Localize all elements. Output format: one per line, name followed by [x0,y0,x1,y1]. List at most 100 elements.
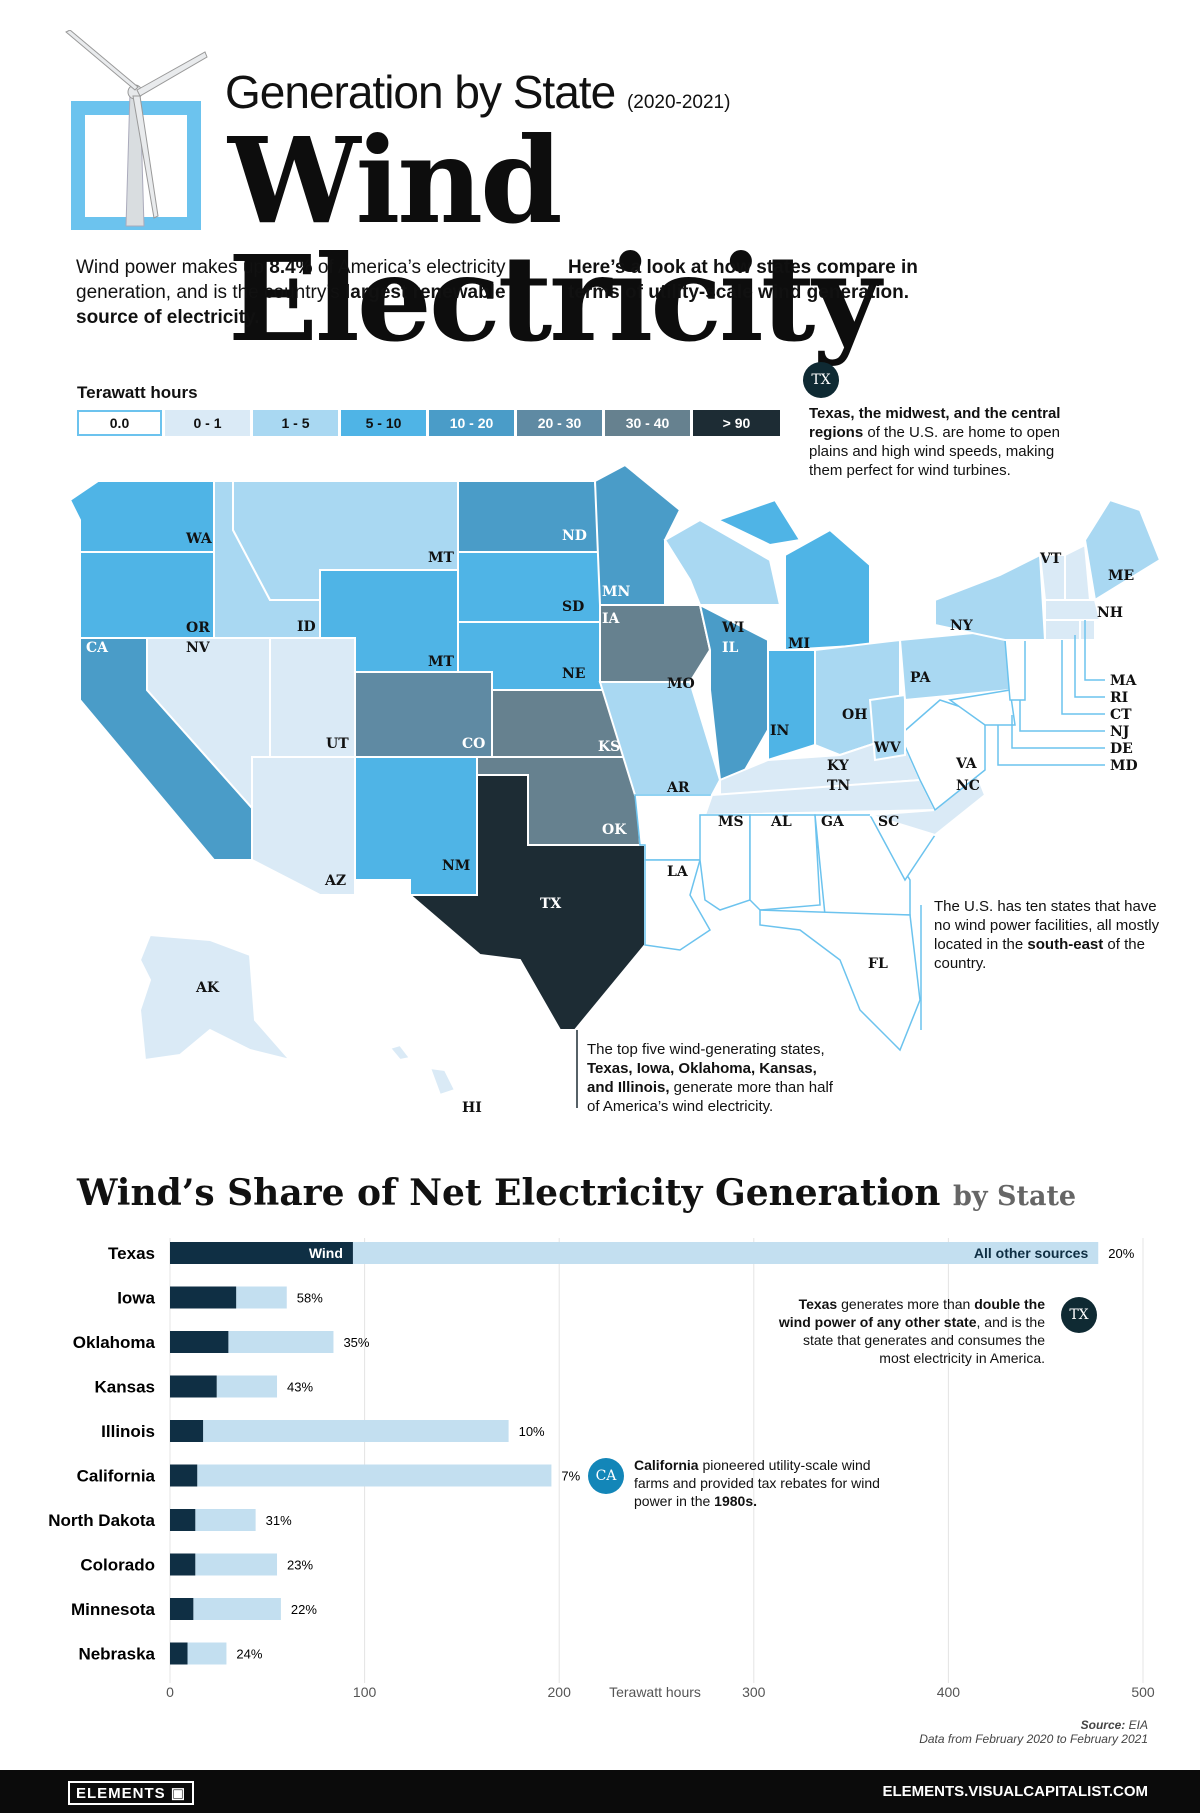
other-series-label: All other sources [974,1245,1089,1261]
label-ne: NE [562,666,585,682]
label-nd: ND [562,528,587,544]
label-or: OR [186,620,210,636]
state-tx [407,774,646,1031]
label-de: DE [1110,741,1133,757]
bar-other [216,1375,278,1398]
footer-url[interactable]: ELEMENTS.VISUALCAPITALIST.COM [882,1783,1148,1800]
label-sc: SC [878,814,899,830]
ca-note: California pioneered utility-scale wind … [634,1457,880,1509]
label-sd: SD [562,599,584,615]
state-al [749,814,821,911]
bar-chart: 0 100 200 300 400 500 Terawatt hours Texas 20% Wi… [48,1238,1155,1700]
bar-chart-title: Wind’s Share of Net Electricity Generati… [77,1172,1077,1214]
bar-wind [170,1509,196,1531]
bar-wind [170,1642,188,1665]
label-wv: WV [873,740,902,756]
intro-left: Wind power makes up 8.4% of America’s el… [76,257,506,328]
data-label: 58% [297,1291,323,1306]
page-title: Wind Electricity [228,111,881,368]
state-ri [1079,619,1096,641]
intro-right: Here’s a look at how states compare in t… [568,257,918,303]
label-ri: RI [1110,690,1128,706]
legend-item: 10 - 20 [429,410,514,436]
data-label: 7% [561,1469,580,1484]
data-label: 24% [236,1647,262,1662]
label-wi: WI [721,620,744,636]
legend-title: Terawatt hours [77,383,198,402]
category-label: Iowa [117,1289,155,1308]
data-label: 43% [287,1380,313,1395]
state-nm [354,756,478,896]
bar-other [187,1642,227,1665]
state-ia [599,604,712,683]
state-az [251,756,356,896]
bar-wind [170,1464,198,1487]
label-ia: IA [602,611,621,627]
us-map: WA OR CA NV ID MT MT UT AZ CO NM ND SD N… [68,463,1162,1116]
data-label: 10% [519,1424,545,1439]
label-hi: HI [462,1100,482,1116]
bar-other [236,1286,287,1309]
label-az: AZ [324,873,346,889]
source: Source: EIA Data from February 2020 to F… [919,1718,1148,1746]
label-vt: VT [1039,551,1062,567]
label-pa: PA [910,670,932,686]
label-nm: NM [442,858,470,874]
x-axis-label: Terawatt hours [609,1684,701,1700]
data-label: 22% [291,1602,317,1617]
x-tick-label: 500 [1131,1684,1155,1700]
category-label: North Dakota [48,1511,155,1530]
wind-series-label: Wind [309,1245,343,1261]
ca-badge: CA [588,1458,624,1494]
state-hi [388,1043,412,1062]
label-nv: NV [186,640,211,656]
label-ma: MA [1110,673,1137,689]
label-ak: AK [195,980,220,996]
label-nj: NJ [1110,724,1130,740]
legend-item: 5 - 10 [341,410,426,436]
category-label: Oklahoma [73,1333,156,1352]
label-id: ID [297,619,316,635]
label-ar: AR [666,780,690,796]
category-label: Illinois [101,1422,155,1441]
tx-bar-note: Texas generates more than double the win… [778,1296,1045,1366]
bar-wind [170,1553,196,1576]
bar-other [197,1464,552,1487]
bar-other [352,1242,1099,1264]
label-ms: MS [718,814,744,830]
x-tick-label: 300 [742,1684,766,1700]
state-nc [869,768,987,837]
state-mi-up [715,498,802,547]
state-wi [663,518,782,606]
data-label: 35% [343,1335,369,1350]
label-ks: KS [598,739,620,755]
bar-wind [170,1242,353,1264]
legend-item: 30 - 40 [605,410,690,436]
tx-badge: TX [803,362,839,398]
footer-brand[interactable]: ELEMENTS ▣ [68,1781,195,1805]
bar-other [193,1598,281,1620]
x-tick-label: 400 [937,1684,961,1700]
label-co: CO [462,736,485,752]
data-label: 31% [266,1513,292,1528]
bar-other [228,1331,334,1353]
legend: 0.0 0 - 1 1 - 5 5 - 10 10 - 20 20 - 30 3… [77,410,782,436]
label-ct: CT [1110,707,1132,723]
legend-item: 20 - 30 [517,410,602,436]
label-ca: CA [86,640,109,656]
label-al: AL [770,814,792,830]
label-wy: MT [428,654,454,670]
category-label: Minnesota [71,1600,156,1619]
top5-note: The top five wind-generating states, Tex… [587,1041,833,1115]
label-me: ME [1108,568,1134,584]
southeast-note: The U.S. has ten states that have no win… [934,898,1160,972]
state-ga [814,814,911,916]
bar-other [195,1553,278,1576]
bar-wind [170,1598,194,1620]
label-nc: NC [956,778,980,794]
data-label: 20% [1108,1246,1134,1261]
legend-item: 0 - 1 [165,410,250,436]
tx-bar-badge: TX [1061,1297,1097,1333]
x-tick-label: 200 [548,1684,572,1700]
category-label: California [77,1467,156,1486]
